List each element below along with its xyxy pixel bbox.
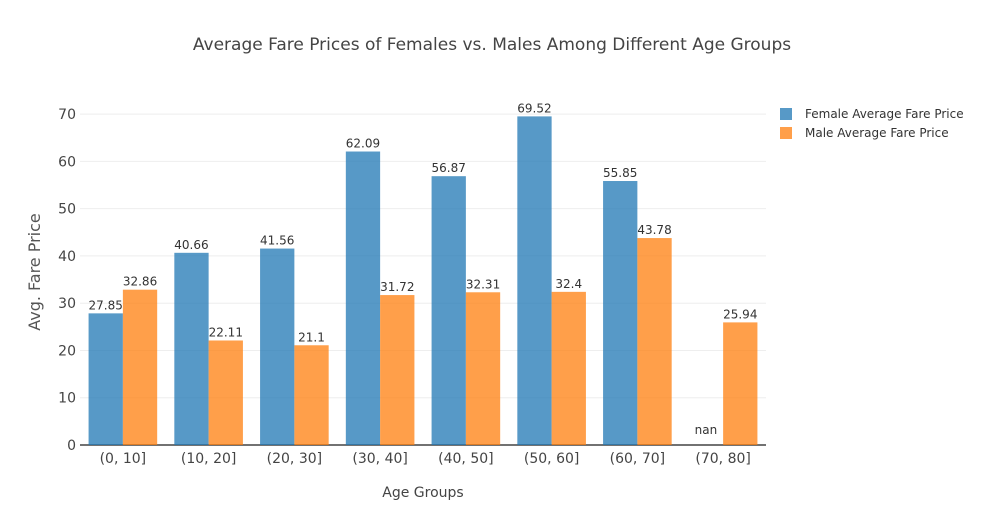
x-tick-label: (70, 80] bbox=[695, 451, 750, 467]
y-tick-label: 0 bbox=[67, 438, 76, 454]
x-axis-title: Age Groups bbox=[382, 485, 463, 501]
x-tick-label: (20, 30] bbox=[267, 451, 322, 467]
data-label: 41.56 bbox=[260, 234, 294, 248]
x-tick-label: (40, 50] bbox=[438, 451, 493, 467]
x-tick-label: (10, 20] bbox=[181, 451, 236, 467]
male-bar[interactable] bbox=[465, 292, 501, 445]
x-tick-label: (50, 60] bbox=[524, 451, 579, 467]
legend-label: Male Average Fare Price bbox=[805, 126, 949, 140]
data-label: 32.31 bbox=[466, 277, 500, 291]
legend-swatch bbox=[780, 108, 792, 120]
female-bar[interactable] bbox=[88, 313, 123, 445]
y-axis-title: Avg. Fare Price bbox=[25, 213, 44, 331]
data-label: 32.4 bbox=[555, 277, 582, 291]
data-label: 55.85 bbox=[603, 166, 637, 180]
y-tick-label: 70 bbox=[58, 107, 76, 123]
female-bar[interactable] bbox=[431, 176, 466, 446]
data-label: 21.1 bbox=[298, 330, 325, 344]
legend-item-female[interactable]: Female Average Fare Price bbox=[780, 107, 964, 121]
female-bar[interactable] bbox=[260, 248, 295, 445]
data-label: 43.78 bbox=[637, 223, 671, 237]
male-bar[interactable] bbox=[208, 340, 243, 445]
data-label: 69.52 bbox=[517, 101, 551, 115]
bars bbox=[88, 116, 758, 446]
female-bar[interactable] bbox=[603, 181, 638, 445]
legend-swatch bbox=[780, 127, 792, 139]
y-tick-label: 20 bbox=[58, 343, 76, 359]
x-tick-label: (60, 70] bbox=[610, 451, 665, 467]
male-bar[interactable] bbox=[122, 289, 158, 445]
female-bar[interactable] bbox=[517, 116, 552, 446]
male-bar[interactable] bbox=[637, 238, 672, 445]
x-tick-label: (0, 10] bbox=[100, 451, 147, 467]
data-label: 32.86 bbox=[123, 275, 157, 289]
y-tick-label: 10 bbox=[58, 391, 76, 407]
data-label: 56.87 bbox=[432, 161, 466, 175]
female-bar[interactable] bbox=[345, 151, 381, 446]
data-label: 22.11 bbox=[209, 325, 243, 339]
chart-title: Average Fare Prices of Females vs. Males… bbox=[193, 35, 791, 55]
y-axis-ticks: 0 10 20 30 40 50 60 70 bbox=[58, 107, 76, 454]
legend[interactable]: Female Average Fare Price Male Average Fa… bbox=[780, 107, 964, 140]
male-bar[interactable] bbox=[551, 291, 586, 445]
male-bar[interactable] bbox=[380, 295, 415, 445]
male-bar[interactable] bbox=[723, 322, 758, 445]
male-bar[interactable] bbox=[294, 345, 329, 445]
x-axis-ticks: (0, 10] (10, 20] (20, 30] (30, 40] (40, 50] (… bbox=[100, 451, 751, 467]
female-bar[interactable] bbox=[174, 252, 209, 445]
data-label: 31.72 bbox=[380, 280, 414, 294]
data-labels: 27.85 40.66 41.56 62.09 56.87 69.52 55.85 nan 32… bbox=[89, 101, 758, 437]
data-label: nan bbox=[695, 423, 718, 437]
legend-label: Female Average Fare Price bbox=[805, 107, 964, 121]
y-tick-label: 40 bbox=[58, 249, 76, 265]
y-tick-label: 30 bbox=[58, 296, 76, 312]
legend-item-male[interactable]: Male Average Fare Price bbox=[780, 126, 949, 140]
x-tick-label: (30, 40] bbox=[352, 451, 407, 467]
data-label: 25.94 bbox=[723, 307, 757, 321]
y-tick-label: 50 bbox=[58, 202, 76, 218]
y-tick-label: 60 bbox=[58, 154, 76, 170]
data-label: 27.85 bbox=[89, 298, 123, 312]
data-label: 62.09 bbox=[346, 137, 380, 151]
data-label: 40.66 bbox=[174, 238, 208, 252]
